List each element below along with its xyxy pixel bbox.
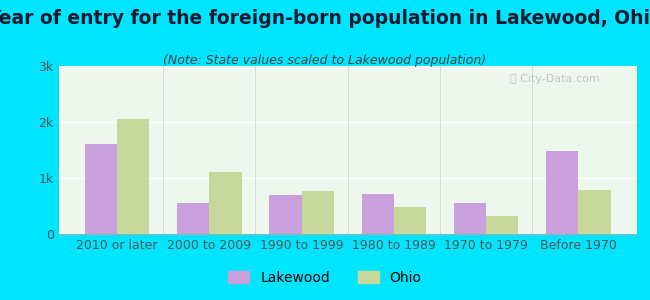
Text: ⓘ City-Data.com: ⓘ City-Data.com [510,74,599,84]
Bar [302,191,334,234]
Text: Year of entry for the foreign-born population in Lakewood, Ohio: Year of entry for the foreign-born popul… [0,9,650,28]
Bar [269,195,302,234]
Bar [394,207,426,234]
Bar [117,119,150,234]
Bar [209,172,242,234]
Legend: Lakewood, Ohio: Lakewood, Ohio [223,265,427,290]
Bar [177,203,209,234]
Text: (Note: State values scaled to Lakewood population): (Note: State values scaled to Lakewood p… [163,54,487,67]
Bar [578,190,611,234]
Bar [454,202,486,234]
Bar [486,215,519,234]
Bar [84,144,117,234]
Bar [546,151,578,234]
Bar [361,194,394,234]
